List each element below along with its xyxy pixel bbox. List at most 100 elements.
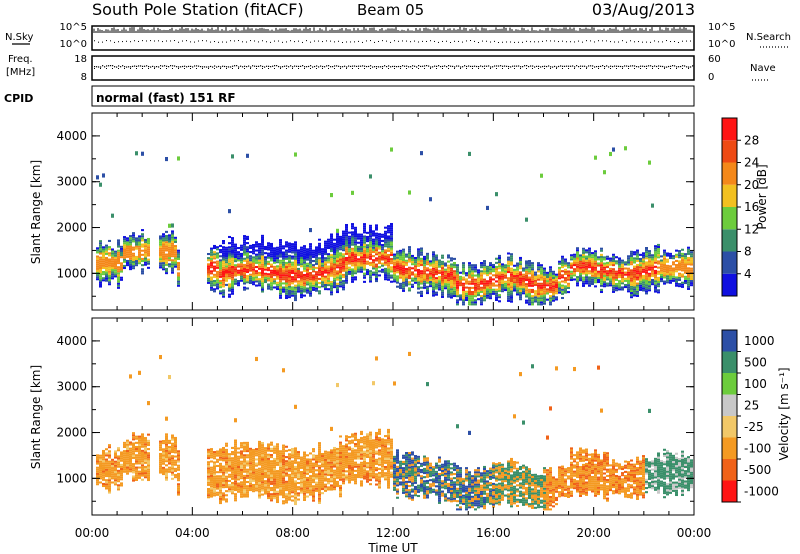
nsky-label: N.Sky [5,32,33,43]
range-cell [510,275,513,278]
range-cell [642,254,645,257]
range-cell [462,276,465,279]
range-cell [690,269,693,272]
range-cell [435,283,438,286]
range-cell [267,285,270,288]
range-cell [270,286,273,289]
range-cell [561,296,564,300]
range-cell [123,460,126,463]
range-cell [135,264,138,267]
range-cell [372,246,375,249]
noise-search-mark [674,40,675,42]
range-cell [435,291,438,294]
range-cell [234,258,237,261]
freq-mark [202,66,204,68]
range-cell [588,255,591,258]
range-cell [174,245,177,248]
range-cell [522,275,525,278]
nave-mark [358,68,359,69]
range-cell [567,282,570,285]
range-cell [354,257,357,260]
range-cell [495,272,498,275]
freq-mark [450,65,452,67]
range-cell [501,263,504,266]
range-cell [660,278,663,281]
range-cell [675,278,678,281]
range-cell [471,297,474,300]
range-cell [102,264,105,267]
range-cell [381,268,384,271]
range-cell [603,272,606,275]
range-cell [321,254,324,257]
range-cell [471,278,474,281]
range-cell [177,483,180,486]
freq-mark [406,65,408,67]
range-cell [297,272,300,275]
range-cell [321,272,324,275]
range-cell [267,254,270,257]
range-cell [336,245,339,248]
range-cell [657,248,660,251]
range-cell [207,450,210,453]
freq-mark [416,66,418,68]
range-cell [294,280,297,283]
range-cell [213,484,216,487]
noise-search-mark [410,41,411,43]
freq-mark [104,66,106,68]
range-cell [636,251,639,254]
range-cell [639,257,642,261]
range-cell [339,285,342,288]
range-cell [267,275,270,278]
range-cell [138,470,141,473]
range-cell [123,450,126,453]
range-cell [333,269,336,272]
range-cell [132,252,135,255]
range-cell [294,245,297,248]
range-cell [435,262,438,265]
range-cell [687,271,690,274]
range-cell [597,281,600,284]
range-cell [528,276,531,279]
range-cell [624,271,627,274]
range-cell [510,294,513,297]
range-cell [327,257,330,260]
range-cell [243,239,246,242]
noise-search-mark [166,40,167,42]
range-cell [126,466,129,469]
range-cell [510,259,513,262]
range-cell [432,275,435,279]
range-cell [351,264,354,267]
range-cell [228,490,231,493]
range-cell [420,263,423,267]
range-cell [126,447,129,450]
range-cell [609,278,612,281]
range-cell [690,273,693,276]
range-cell [351,251,354,254]
range-cell [159,245,162,248]
range-cell [210,278,213,281]
range-cell [351,227,354,230]
freq-mark [618,65,620,67]
range-cell [228,283,231,286]
range-cell [516,283,519,286]
freq-mark [560,65,562,67]
range-cell [132,444,135,447]
range-cell [138,439,141,442]
range-cell [681,252,684,255]
range-cell [561,276,564,279]
nave-mark [466,68,467,69]
range-cell [255,259,258,262]
range-cell [498,263,501,266]
range-cell [678,264,681,267]
range-cell [459,298,462,301]
range-cell [111,262,114,265]
range-cell [339,256,342,259]
range-cell [171,438,174,441]
range-cell [396,269,399,272]
range-cell [567,286,570,289]
range-cell [237,284,240,287]
range-cell [222,471,225,474]
nave-mark [484,68,485,69]
range-cell [513,275,516,278]
range-cell [492,268,495,271]
